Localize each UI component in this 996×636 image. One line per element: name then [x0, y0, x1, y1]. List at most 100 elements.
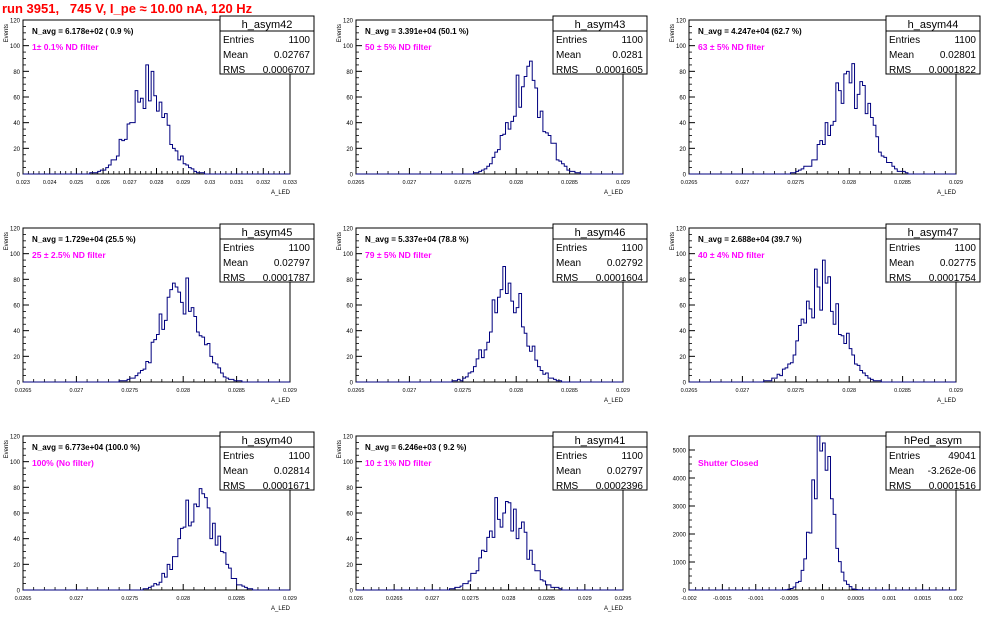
- x-tick-label: 0.028: [176, 596, 190, 602]
- stats-value-rms: 0.0001787: [263, 273, 311, 284]
- y-tick-label: 20: [13, 147, 20, 153]
- stats-label-entries: Entries: [223, 35, 254, 46]
- y-tick-label: 80: [346, 70, 353, 76]
- y-tick-label: 0: [17, 173, 21, 179]
- x-tick-label: 0.03: [205, 180, 216, 186]
- histogram-h_asym47: 0 20 40 60 80 100 120 0.0265 0.027 0.0275 0.028 0.0…: [670, 223, 981, 404]
- y-tick-label: 100: [10, 44, 21, 50]
- stats-value-entries: 1100: [954, 35, 976, 46]
- y-tick-label: 40: [679, 329, 686, 335]
- y-axis-title: Events: [337, 440, 343, 458]
- x-tick-label: 0.029: [283, 388, 297, 394]
- stats-label-rms: RMS: [223, 273, 246, 284]
- y-tick-label: 20: [346, 563, 353, 569]
- stats-title: h_asym45: [242, 227, 293, 239]
- x-tick-label: 0.0275: [121, 388, 138, 394]
- histogram-pad-h_asym41[interactable]: 0 20 40 60 80 100 120 0.026 0.0265 0.027 0.0275 0.0…: [333, 430, 663, 636]
- y-tick-label: 0: [683, 173, 687, 179]
- x-axis-title: A_LED: [604, 398, 624, 404]
- histogram-line: [23, 277, 290, 383]
- x-tick-label: 0.0265: [15, 388, 32, 394]
- stats-label-entries: Entries: [889, 451, 920, 462]
- y-tick-label: 4000: [673, 477, 687, 483]
- y-tick-label: 20: [679, 147, 686, 153]
- histogram-pad-h_asym44[interactable]: 0 20 40 60 80 100 120 0.0265 0.027 0.0275 0.028 0.0…: [666, 14, 996, 220]
- y-axis-title: Events: [337, 232, 343, 250]
- y-tick-label: 100: [343, 460, 354, 466]
- histogram-pad-h_asym46[interactable]: 0 20 40 60 80 100 120 0.0265 0.027 0.0275 0.028 0.0…: [333, 222, 663, 428]
- stats-label-entries: Entries: [556, 243, 587, 254]
- y-tick-label: 80: [13, 278, 20, 284]
- y-tick-label: 20: [13, 563, 20, 569]
- y-tick-label: 60: [346, 96, 353, 102]
- x-tick-label: 0.0275: [787, 388, 804, 394]
- stats-value-rms: 0.0001605: [596, 65, 644, 76]
- histogram-pad-h_asym43[interactable]: 0 20 40 60 80 100 120 0.0265 0.027 0.0275 0.028 0.0…: [333, 14, 663, 220]
- y-tick-label: 40: [13, 329, 20, 335]
- stats-value-mean: 0.0281: [612, 50, 643, 61]
- y-axis-title: Events: [670, 24, 676, 42]
- histogram-line: [689, 63, 956, 175]
- stats-value-mean: 0.02801: [940, 50, 977, 61]
- y-tick-label: 20: [346, 355, 353, 361]
- y-tick-label: 100: [676, 44, 687, 50]
- stats-label-mean: Mean: [556, 50, 581, 61]
- x-tick-label: -0.0005: [780, 596, 799, 602]
- x-tick-label: 0.028: [502, 596, 516, 602]
- stats-label-mean: Mean: [556, 466, 581, 477]
- x-axis-title: A_LED: [271, 398, 291, 404]
- stats-value-entries: 1100: [288, 451, 310, 462]
- page-title: run 3951, 745 V, I_pe ≈ 10.00 nA, 120 Hz: [2, 1, 253, 16]
- y-tick-label: 120: [10, 435, 21, 441]
- stats-label-rms: RMS: [556, 273, 579, 284]
- stats-label-entries: Entries: [556, 451, 587, 462]
- x-tick-label: 0.027: [70, 388, 84, 394]
- x-tick-label: 0.029: [949, 388, 963, 394]
- stats-label-entries: Entries: [223, 243, 254, 254]
- x-tick-label: 0.028: [176, 388, 190, 394]
- y-tick-label: 80: [346, 278, 353, 284]
- stats-value-rms: 0.0001822: [929, 65, 977, 76]
- histogram-h_asym46: 0 20 40 60 80 100 120 0.0265 0.027 0.0275 0.028 0.0…: [337, 223, 648, 404]
- y-tick-label: 60: [13, 512, 20, 518]
- y-tick-label: 2000: [673, 533, 687, 539]
- stats-label-mean: Mean: [556, 258, 581, 269]
- x-tick-label: 0.032: [256, 180, 270, 186]
- x-axis-title: A_LED: [271, 606, 291, 612]
- stats-title: h_asym40: [242, 435, 293, 447]
- histogram-pad-h_asym47[interactable]: 0 20 40 60 80 100 120 0.0265 0.027 0.0275 0.028 0.0…: [666, 222, 996, 428]
- x-tick-label: 0.031: [230, 180, 244, 186]
- navg-label: N_avg = 6.773e+04 (100.0 %): [32, 443, 140, 452]
- stats-label-rms: RMS: [223, 481, 246, 492]
- x-tick-label: 0.0275: [454, 180, 471, 186]
- y-tick-label: 100: [343, 44, 354, 50]
- y-axis-title: Events: [4, 440, 10, 458]
- y-tick-label: 20: [679, 355, 686, 361]
- x-tick-label: 0.029: [949, 180, 963, 186]
- x-tick-label: 0.0285: [561, 180, 578, 186]
- x-tick-label: -0.002: [681, 596, 697, 602]
- histogram-pad-h_asym45[interactable]: 0 20 40 60 80 100 120 0.0265 0.027 0.0275 0.028 0.0…: [0, 222, 330, 428]
- stats-value-mean: 0.02814: [274, 466, 311, 477]
- y-tick-label: 120: [10, 19, 21, 25]
- y-tick-label: 60: [679, 96, 686, 102]
- x-tick-label: 0.0275: [121, 596, 138, 602]
- x-tick-label: 0.0285: [538, 596, 555, 602]
- histogram-pad-h_asym40[interactable]: 0 20 40 60 80 100 120 0.0265 0.027 0.0275 0.028 0.0…: [0, 430, 330, 636]
- histogram-line: [689, 435, 956, 591]
- x-tick-label: 0.028: [842, 388, 856, 394]
- stats-value-rms: 0.0002396: [596, 481, 644, 492]
- y-tick-label: 60: [679, 304, 686, 310]
- x-tick-label: 0.029: [578, 596, 592, 602]
- histogram-pad-hPed_asym[interactable]: 0 1000 2000 3000 4000 5000 -0.002 -0.0015 -0.001…: [666, 430, 996, 636]
- y-tick-label: 120: [343, 435, 354, 441]
- x-tick-label: 0.026: [96, 180, 110, 186]
- filter-label: 50 ± 5% ND filter: [365, 42, 432, 52]
- histogram-h_asym42: 0 20 40 60 80 100 120 0.023 0.024 0.025 0.026 0.027…: [4, 15, 315, 196]
- navg-label: N_avg = 1.729e+04 (25.5 %): [32, 235, 136, 244]
- stats-box: [552, 15, 648, 75]
- x-tick-label: 0: [821, 596, 824, 602]
- y-tick-label: 0: [350, 173, 354, 179]
- y-tick-label: 100: [10, 252, 21, 258]
- histogram-pad-h_asym42[interactable]: 0 20 40 60 80 100 120 0.023 0.024 0.025 0.026 0.027…: [0, 14, 330, 220]
